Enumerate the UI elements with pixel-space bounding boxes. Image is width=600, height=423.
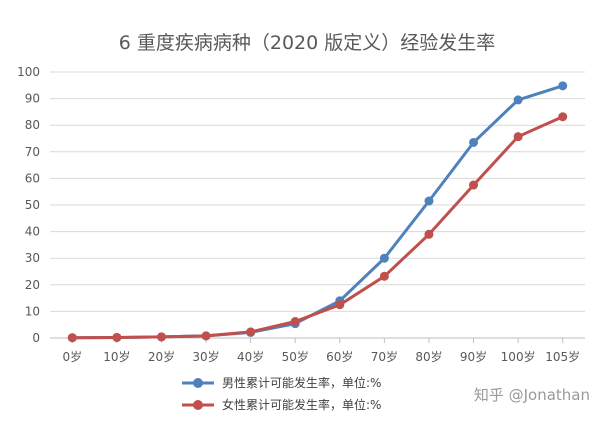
y-axis: 0 10 20 30 40 50 60 70 80 90 100 xyxy=(17,65,40,345)
series-line-female xyxy=(70,115,565,340)
data-point-male xyxy=(379,253,389,263)
data-point-female xyxy=(469,180,479,190)
x-tick-label: 105岁 xyxy=(545,349,580,364)
data-point-female xyxy=(558,112,568,122)
series-lines xyxy=(67,81,568,343)
data-point-female xyxy=(335,300,345,310)
x-tick-label: 90岁 xyxy=(460,349,487,364)
watermark: 知乎 @Jonathan xyxy=(474,386,590,404)
data-point-female xyxy=(156,332,166,342)
y-tick-label: 100 xyxy=(17,65,40,79)
series-line-male xyxy=(70,84,565,340)
legend-label-male: 男性累计可能发生率，单位:% xyxy=(222,375,381,390)
y-tick-label: 0 xyxy=(32,331,40,345)
data-point-female xyxy=(246,327,256,337)
y-tick-label: 60 xyxy=(25,171,40,185)
data-point-female xyxy=(513,132,523,142)
legend-marker-female xyxy=(193,400,203,410)
chart-title: 6 重度疾病病种（2020 版定义）经验发生率 xyxy=(119,32,496,54)
legend-label-female: 女性累计可能发生率，单位:% xyxy=(222,397,381,412)
data-point-male xyxy=(558,81,568,91)
data-point-male xyxy=(424,196,434,206)
data-point-female xyxy=(67,333,77,343)
legend: 男性累计可能发生率，单位:% 女性累计可能发生率，单位:% xyxy=(182,375,381,412)
y-tick-label: 90 xyxy=(25,92,40,106)
data-point-female xyxy=(379,271,389,281)
x-tick-label: 20岁 xyxy=(148,349,175,364)
x-tick-label: 40岁 xyxy=(237,349,264,364)
x-axis: 0岁 10岁 20岁 30岁 40岁 50岁 60岁 70岁 80岁 90岁 100岁 105岁 xyxy=(62,338,580,364)
x-tick-label: 60岁 xyxy=(326,349,353,364)
x-tick-label: 10岁 xyxy=(103,349,130,364)
x-tick-label: 0岁 xyxy=(62,349,82,364)
x-tick-label: 70岁 xyxy=(371,349,398,364)
data-point-male xyxy=(469,137,479,147)
y-tick-label: 30 xyxy=(25,251,40,265)
gridlines xyxy=(50,71,585,339)
data-point-female xyxy=(201,331,211,341)
x-tick-label: 80岁 xyxy=(415,349,442,364)
x-tick-label: 50岁 xyxy=(282,349,309,364)
data-point-female xyxy=(112,332,122,342)
y-tick-label: 20 xyxy=(25,278,40,292)
data-point-male xyxy=(513,95,523,105)
y-tick-label: 40 xyxy=(25,225,40,239)
data-point-female xyxy=(424,229,434,239)
legend-marker-male xyxy=(193,378,203,388)
x-tick-label: 100岁 xyxy=(501,349,536,364)
y-tick-label: 70 xyxy=(25,145,40,159)
data-point-female xyxy=(290,317,300,327)
y-tick-label: 80 xyxy=(25,118,40,132)
x-tick-label: 30岁 xyxy=(192,349,219,364)
y-tick-label: 50 xyxy=(25,198,40,212)
y-tick-label: 10 xyxy=(25,304,40,318)
